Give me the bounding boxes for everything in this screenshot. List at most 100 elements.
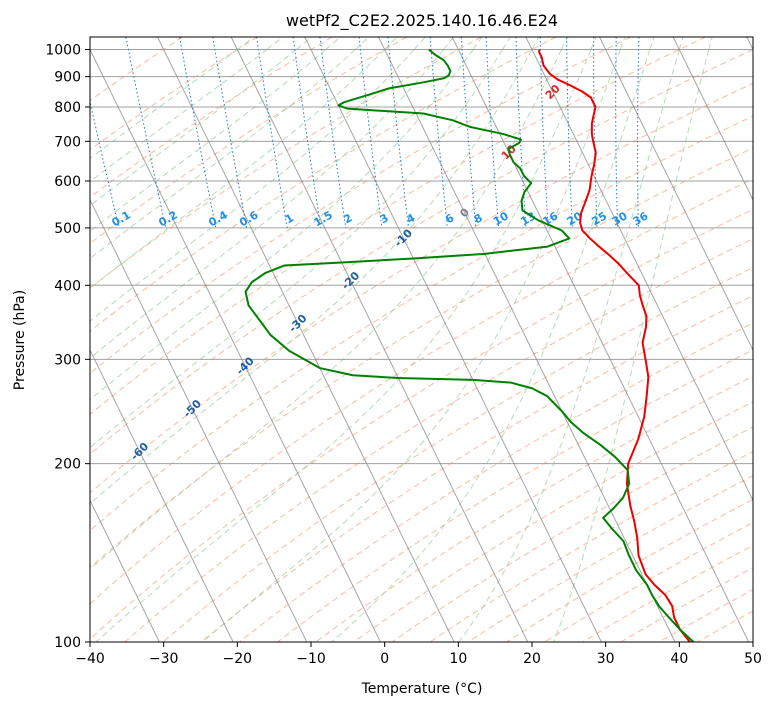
x-tick-label: −40 <box>75 651 105 667</box>
dry-adiabat-line <box>582 544 753 642</box>
mixing-ratio-label: 8 <box>472 211 485 226</box>
x-tick-label: 50 <box>744 651 762 667</box>
mixing-ratio-label: 0.1 <box>110 208 133 229</box>
mixing-ratio-label: 30 <box>610 209 630 228</box>
isotherm-label: -40 <box>234 354 257 377</box>
mixing-ratio-label: 6 <box>443 211 456 226</box>
isotherm-label: -10 <box>392 226 415 249</box>
moist-adiabat-line <box>90 37 255 160</box>
moist-adiabat-line <box>90 37 312 207</box>
moist-adiabat-line <box>553 37 713 642</box>
y-tick-label: 500 <box>54 221 81 237</box>
moist-adiabat-line <box>90 37 341 232</box>
isotherm-line <box>90 198 308 642</box>
dry-adiabat-line <box>90 37 632 374</box>
moist-adiabat-line <box>458 37 684 642</box>
y-tick-label: 600 <box>54 174 81 190</box>
dry-adiabat-line <box>353 401 753 642</box>
mixing-ratio-line <box>319 37 347 228</box>
isotherm-line <box>304 37 602 642</box>
mixing-ratio-line <box>593 37 598 228</box>
isotherm-label: -20 <box>339 269 362 292</box>
dry-adiabat-line <box>90 37 408 245</box>
background-lines <box>0 37 753 642</box>
isotherm-label: 20 <box>543 82 563 102</box>
dry-adiabat-line <box>90 37 557 332</box>
dry-adiabat-line <box>696 610 753 642</box>
mixing-ratio-line <box>566 37 573 228</box>
dry-adiabat-line <box>658 589 753 642</box>
isotherm-line <box>451 37 750 642</box>
mixing-ratio-line <box>292 37 322 228</box>
dry-adiabat-line <box>315 375 753 642</box>
isotherm-line <box>525 37 753 502</box>
isotherm-line <box>90 348 234 642</box>
y-tick-label: 1000 <box>45 43 81 59</box>
dry-adiabat-line <box>90 37 183 102</box>
dry-adiabat-line <box>90 37 706 415</box>
moist-adiabat-line <box>90 37 426 322</box>
profile-lines <box>244 48 695 642</box>
dry-adiabat-line <box>90 208 753 640</box>
mixing-ratio-label: 2 <box>341 211 354 226</box>
x-tick-label: −10 <box>296 651 326 667</box>
x-tick-label: 0 <box>380 651 389 667</box>
dry-adiabat-line <box>90 37 333 199</box>
y-tick-label: 800 <box>54 100 81 116</box>
isotherm-line <box>90 48 381 642</box>
y-tick-label: 700 <box>54 134 81 150</box>
x-tick-label: 10 <box>449 651 467 667</box>
chart-title: wetPf2_C2E2.2025.140.16.46.E24 <box>286 11 558 31</box>
isotherm-line <box>0 37 12 642</box>
y-tick-label: 900 <box>54 70 81 86</box>
moist-adiabat-line <box>201 37 626 642</box>
x-tick-label: 40 <box>670 651 688 667</box>
x-tick-label: 30 <box>597 651 615 667</box>
isotherm-line <box>90 499 160 642</box>
mixing-ratio-line <box>256 37 288 228</box>
mixing-ratio-line <box>429 37 448 228</box>
dry-adiabat-line <box>124 238 753 642</box>
y-tick-label: 200 <box>54 457 81 473</box>
y-tick-label: 100 <box>54 635 81 651</box>
isotherm-line <box>230 37 529 642</box>
x-tick-label: −30 <box>149 651 179 667</box>
y-axis-label: Pressure (hPa) <box>12 290 28 390</box>
x-axis-ticks: −40 −30 −20 −10 0 10 20 30 40 50 <box>75 642 762 667</box>
mixing-ratio-label: 1 <box>283 211 296 226</box>
dry-adiabat-line <box>90 147 753 569</box>
plot-frame <box>89 36 754 643</box>
x-tick-label: 20 <box>523 651 541 667</box>
mixing-ratio-line <box>637 37 640 228</box>
isotherm-label: -60 <box>128 440 151 463</box>
mixing-ratio-line <box>179 37 217 228</box>
mixing-ratio-label: 25 <box>589 209 609 228</box>
mixing-ratio-label: 1.5 <box>312 208 335 229</box>
moist-adiabat-line <box>90 37 540 505</box>
mixing-ratio-label: 0.4 <box>206 208 230 229</box>
mixing-ratio-line <box>358 37 383 228</box>
isotherm-line <box>157 37 455 642</box>
x-axis-label: Temperature (°C) <box>361 681 483 697</box>
isotherm-line <box>378 37 676 642</box>
mixing-ratio-line <box>387 37 410 228</box>
dry-adiabat-line <box>429 450 753 642</box>
y-axis-ticks: 1000 900 800 700 600 500 400 300 200 100 <box>45 43 90 651</box>
isotherm-line <box>746 37 753 51</box>
y-tick-label: 300 <box>54 352 81 368</box>
moist-adiabat-line <box>95 37 597 642</box>
moist-adiabat-line <box>90 37 369 260</box>
moist-adiabat-line <box>331 37 655 642</box>
dry-adiabat-line <box>200 295 753 642</box>
moist-adiabat-line <box>90 37 568 570</box>
y-tick-label: 400 <box>54 278 81 294</box>
moist-adiabat-line <box>90 37 511 449</box>
mixing-ratio-line <box>460 37 477 228</box>
mixing-ratio-line <box>615 37 619 228</box>
isotherm-line <box>599 37 753 352</box>
mixing-ratio-label: 0.6 <box>237 208 261 229</box>
dry-adiabat-line <box>90 115 753 532</box>
temperature-profile-line <box>538 49 691 642</box>
